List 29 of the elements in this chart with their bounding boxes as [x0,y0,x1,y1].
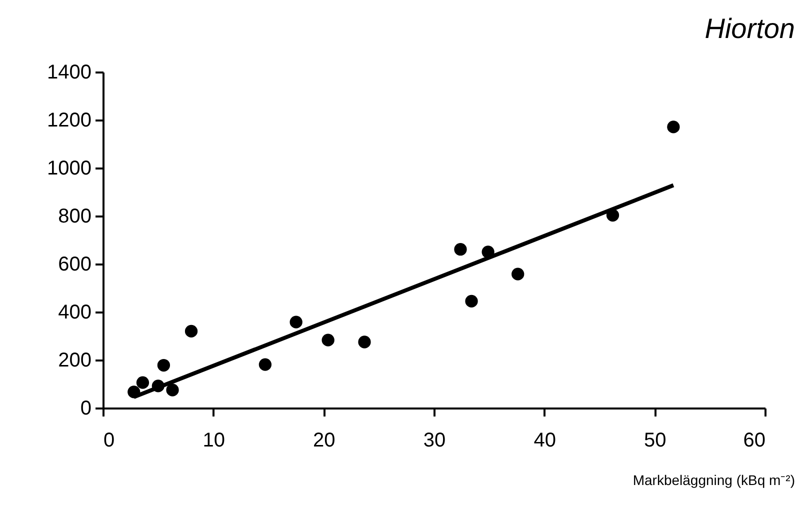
point [322,334,334,346]
y-tick-label: 1000 [47,158,92,180]
y-tick-label: 0 [80,398,92,420]
y-tick-label: 400 [58,302,92,324]
x-tick-label: 60 [743,430,766,452]
point [512,268,524,280]
point [258,358,272,371]
chart-title: Hiorton [704,13,795,44]
point [465,294,478,308]
y-tick-label: 1400 [47,62,92,84]
y-tick-label: 800 [58,206,92,228]
point [157,358,170,372]
x-axis-title: Markbeläggning (kBq m⁻²) [632,472,795,488]
point [136,376,150,389]
point [667,120,680,134]
x-tick-label: 10 [202,430,225,452]
point [454,243,467,256]
x-tick-label: 20 [313,430,336,452]
y-tick-label: 200 [58,350,92,372]
y-tick-label: 600 [58,254,92,276]
point [358,336,371,348]
y-tick-label: 1200 [47,110,92,132]
x-tick-label: 50 [644,430,666,452]
point [184,324,198,338]
x-tick-label: 30 [423,430,446,452]
point [166,384,179,396]
x-tick-label: 0 [104,430,115,452]
point [290,316,302,328]
x-tick-label: 40 [534,430,556,452]
